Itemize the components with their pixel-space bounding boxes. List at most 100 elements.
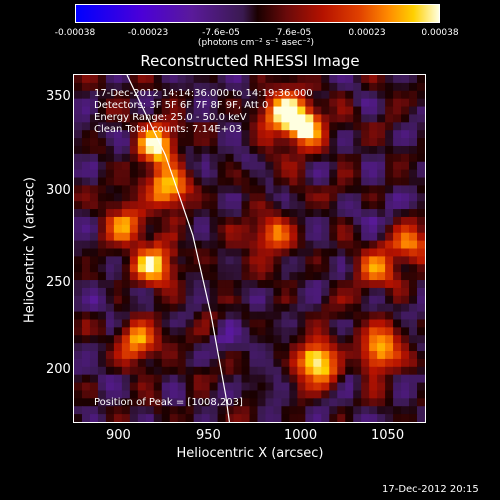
heatmap-cell <box>369 98 378 108</box>
heatmap-cell <box>169 153 179 163</box>
heatmap-cell <box>289 153 298 163</box>
heatmap-cell <box>321 280 330 289</box>
heatmap-cell <box>289 374 298 384</box>
heatmap-cell <box>201 264 211 273</box>
heatmap-cell <box>377 138 386 147</box>
heatmap-cell <box>177 256 187 265</box>
heatmap-cell <box>201 209 211 218</box>
heatmap-cell <box>161 335 171 344</box>
heatmap-cell <box>74 287 83 297</box>
heatmap-cell <box>81 311 91 321</box>
heatmap-cell <box>225 169 235 179</box>
heatmap-cell <box>145 232 155 242</box>
heatmap-cell <box>393 358 402 368</box>
heatmap-cell <box>273 169 283 179</box>
heatmap-cell <box>305 153 314 163</box>
heatmap-cell <box>289 209 298 218</box>
heatmap-cell <box>81 106 91 116</box>
heatmap-cell <box>105 145 115 155</box>
heatmap-cell <box>361 311 370 321</box>
heatmap-cell <box>233 161 243 171</box>
heatmap-cell <box>313 390 322 399</box>
heatmap-cell <box>297 130 306 139</box>
heatmap-cell <box>337 145 346 155</box>
heatmap-cell <box>113 303 123 313</box>
heatmap-cell <box>89 406 99 415</box>
heatmap-cell <box>289 390 298 399</box>
heatmap-cell <box>177 90 187 100</box>
heatmap-cell <box>177 264 187 273</box>
heatmap-cell <box>225 327 235 336</box>
heatmap-cell <box>281 248 290 257</box>
heatmap-cell <box>74 390 83 399</box>
heatmap-cell <box>313 138 322 147</box>
heatmap-cell <box>329 264 338 273</box>
heatmap-cell <box>89 90 99 100</box>
heatmap-cell <box>97 216 107 226</box>
heatmap-cell <box>353 319 362 328</box>
heatmap-cell <box>177 248 187 257</box>
heatmap-cell <box>137 90 147 100</box>
heatmap-cell <box>249 256 259 265</box>
heatmap-cell <box>329 82 338 92</box>
heatmap-cell <box>377 264 386 273</box>
heatmap-cell <box>377 280 386 289</box>
heatmap-cell <box>409 82 418 92</box>
heatmap-cell <box>281 224 290 234</box>
heatmap-cell <box>137 193 147 202</box>
heatmap-cell <box>329 398 338 407</box>
heatmap-cell <box>145 280 155 289</box>
heatmap-cell <box>161 75 171 84</box>
heatmap-cell <box>113 256 123 265</box>
heatmap-cell <box>345 224 354 234</box>
heatmap-cell <box>137 169 147 179</box>
heatmap-cell <box>105 414 115 422</box>
heatmap-cell <box>385 106 394 116</box>
heatmap-cell <box>177 193 187 202</box>
heatmap-cell <box>145 114 155 123</box>
heatmap-cell <box>105 161 115 171</box>
heatmap-cell <box>185 193 195 202</box>
heatmap-cell <box>305 240 314 250</box>
heatmap-cell <box>209 366 219 376</box>
heatmap-cell <box>409 374 418 384</box>
heatmap-cell <box>113 272 123 281</box>
heatmap-cell <box>369 390 378 399</box>
heatmap-cell <box>369 145 378 155</box>
heatmap-cell <box>201 169 211 179</box>
heatmap-cell <box>369 153 378 163</box>
heatmap-cell <box>305 256 314 265</box>
heatmap-cell <box>289 382 298 392</box>
heatmap-cell <box>313 75 322 84</box>
heatmap-cell <box>393 390 402 399</box>
heatmap-cell <box>289 145 298 155</box>
heatmap-cell <box>321 398 330 407</box>
heatmap-cell <box>249 161 259 171</box>
heatmap-cell <box>265 177 275 187</box>
heatmap-cell <box>201 280 211 289</box>
heatmap-cell <box>321 335 330 344</box>
heatmap-cell <box>153 390 163 399</box>
heatmap-cell <box>385 224 394 234</box>
heatmap-cell <box>409 319 418 328</box>
heatmap-cell <box>113 240 123 250</box>
plot-area: 17-Dec-2012 14:14:36.000 to 14:19:36.000… <box>73 74 426 423</box>
heatmap-cell <box>169 295 179 305</box>
heatmap-cell <box>281 256 290 265</box>
heatmap-cell <box>89 358 99 368</box>
heatmap-cell <box>97 390 107 399</box>
heatmap-cell <box>369 216 378 226</box>
heatmap-cell <box>241 287 251 297</box>
heatmap-cell <box>409 209 418 218</box>
heatmap-cell <box>273 248 283 257</box>
heatmap-cell <box>121 232 131 242</box>
heatmap-cell <box>281 177 290 187</box>
heatmap-cell <box>313 145 322 155</box>
heatmap-cell <box>289 248 298 257</box>
colorbar-tick: -7.6e-05 <box>202 28 240 38</box>
heatmap-cell <box>161 209 171 218</box>
heatmap-cell <box>273 122 283 131</box>
heatmap-cell <box>97 75 107 84</box>
heatmap-cell <box>105 82 115 92</box>
heatmap-cell <box>401 98 410 108</box>
